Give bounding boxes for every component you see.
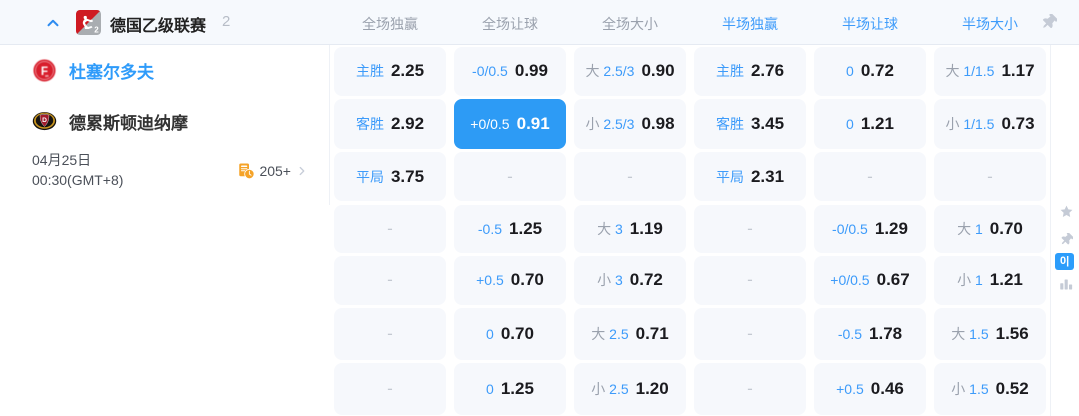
svg-text:D: D <box>42 117 47 124</box>
svg-text:2: 2 <box>94 26 99 35</box>
svg-text:95: 95 <box>45 74 49 78</box>
